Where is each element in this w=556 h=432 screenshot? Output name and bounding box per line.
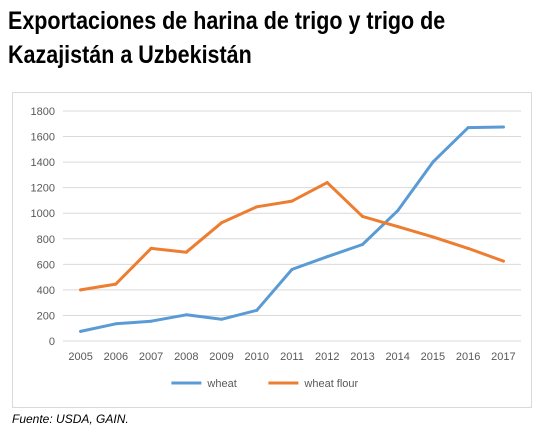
y-tick-label: 400 [37, 285, 55, 297]
chart-title: Exportaciones de harina de trigo y trigo… [8, 4, 472, 72]
series-lines [79, 125, 505, 333]
grid-lines [63, 110, 521, 342]
data-point-wheat-flour [325, 181, 329, 185]
data-point-wheat-flour [501, 259, 505, 263]
x-tick-label: 2012 [315, 351, 339, 363]
series-line-wheat [79, 125, 505, 333]
data-point-wheat-flour [396, 225, 400, 229]
x-tick-label: 2014 [385, 351, 409, 363]
legend-label-wheat-flour: wheat flour [303, 378, 358, 390]
data-point-wheat [501, 125, 505, 129]
data-point-wheat [466, 126, 470, 130]
data-point-wheat-flour [184, 250, 188, 254]
x-axis-ticks: 2005 2006 2007 2008 2009 2010 2011 2012 2013 2014… [68, 351, 515, 363]
data-point-wheat-flour [79, 288, 83, 292]
data-point-wheat [184, 313, 188, 317]
x-tick-label: 2006 [104, 351, 128, 363]
data-point-wheat [360, 243, 364, 247]
y-tick-label: 1200 [31, 183, 55, 195]
title-line-2: Kazajistán a Uzbekistán [8, 41, 252, 69]
x-tick-label: 2017 [491, 351, 515, 363]
x-tick-label: 2015 [421, 351, 445, 363]
data-point-wheat [396, 209, 400, 213]
y-tick-label: 1800 [31, 106, 55, 118]
data-point-wheat [255, 308, 259, 312]
x-tick-label: 2009 [209, 351, 233, 363]
data-point-wheat [149, 319, 153, 323]
y-tick-label: 200 [37, 310, 55, 322]
y-tick-label: 1000 [31, 208, 55, 220]
x-tick-label: 2010 [245, 351, 269, 363]
source-note: Fuente: USDA, GAIN. [12, 412, 129, 426]
data-point-wheat [431, 160, 435, 164]
data-point-wheat [290, 267, 294, 271]
y-tick-label: 600 [37, 259, 55, 271]
y-axis-ticks: 0 200 400 600 800 1000 1200 1400 1600 1800 [31, 106, 55, 348]
data-point-wheat [79, 329, 83, 333]
x-tick-label: 2011 [280, 351, 304, 363]
series-line-wheat-flour [79, 181, 505, 292]
x-tick-label: 2005 [68, 351, 92, 363]
data-point-wheat-flour [255, 205, 259, 209]
legend: wheat wheat flour [171, 378, 359, 390]
x-tick-label: 2008 [174, 351, 198, 363]
legend-label-wheat: wheat [206, 378, 236, 390]
y-tick-label: 800 [37, 234, 55, 246]
x-tick-label: 2007 [139, 351, 163, 363]
title-line-1: Exportaciones de harina de trigo y trigo… [8, 7, 446, 35]
data-point-wheat [325, 255, 329, 259]
data-point-wheat-flour [290, 199, 294, 203]
data-point-wheat [220, 317, 224, 321]
x-tick-label: 2013 [350, 351, 374, 363]
data-point-wheat-flour [431, 235, 435, 239]
data-point-wheat [114, 322, 118, 326]
y-tick-label: 1400 [31, 157, 55, 169]
x-tick-label: 2016 [456, 351, 480, 363]
y-tick-label: 1600 [31, 132, 55, 144]
y-tick-label: 0 [49, 336, 55, 348]
data-point-wheat-flour [466, 246, 470, 250]
data-point-wheat-flour [220, 221, 224, 225]
data-point-wheat-flour [149, 246, 153, 250]
chart-container: 0 200 400 600 800 1000 1200 1400 1600 1800 2005 20… [12, 92, 532, 408]
data-point-wheat-flour [360, 214, 364, 218]
data-point-wheat-flour [114, 282, 118, 286]
